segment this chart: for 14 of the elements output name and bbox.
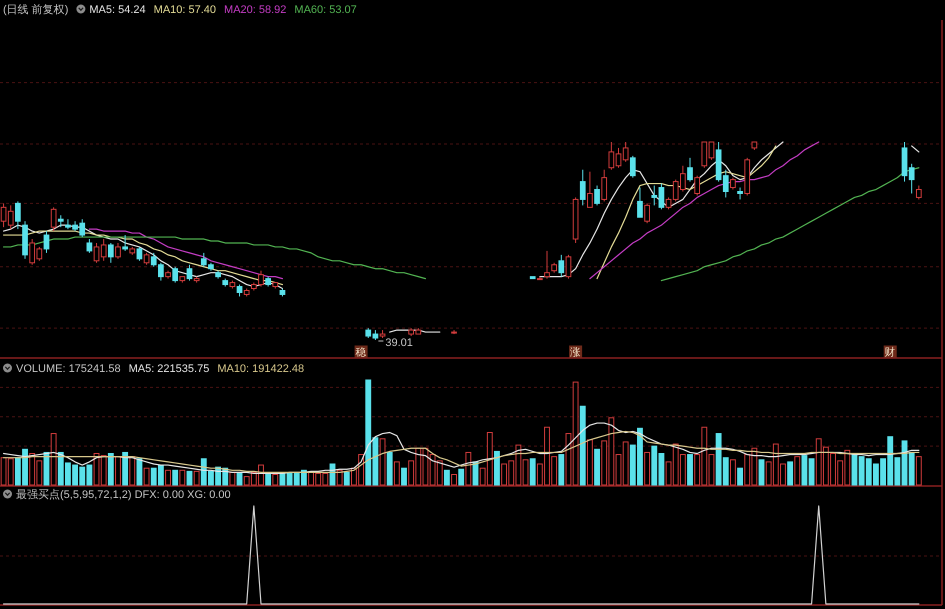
- chart-title: (日线 前复权): [3, 4, 68, 16]
- chart-title: 最强买点(5,5,95,72,1,2) DFX: 0.00 XG: 0.00: [16, 489, 231, 501]
- legend-label: MA10: 191422.48: [217, 363, 304, 375]
- x-tick-label: 稳: [354, 346, 368, 358]
- x-tick-label: 财: [884, 346, 897, 358]
- legend-label: MA20: 58.92: [224, 4, 286, 16]
- annotation: 39.01: [378, 337, 413, 349]
- annotation: 39.01: [385, 337, 413, 349]
- x-tick-label: 涨: [569, 346, 582, 358]
- legend-label: MA10: 57.40: [154, 4, 216, 16]
- legend-label: MA5: 54.24: [89, 4, 146, 16]
- chart-title: VOLUME: 175241.58: [16, 363, 121, 375]
- legend-label: MA5: 221535.75: [128, 363, 210, 375]
- legend-label: MA60: 53.07: [294, 4, 357, 16]
